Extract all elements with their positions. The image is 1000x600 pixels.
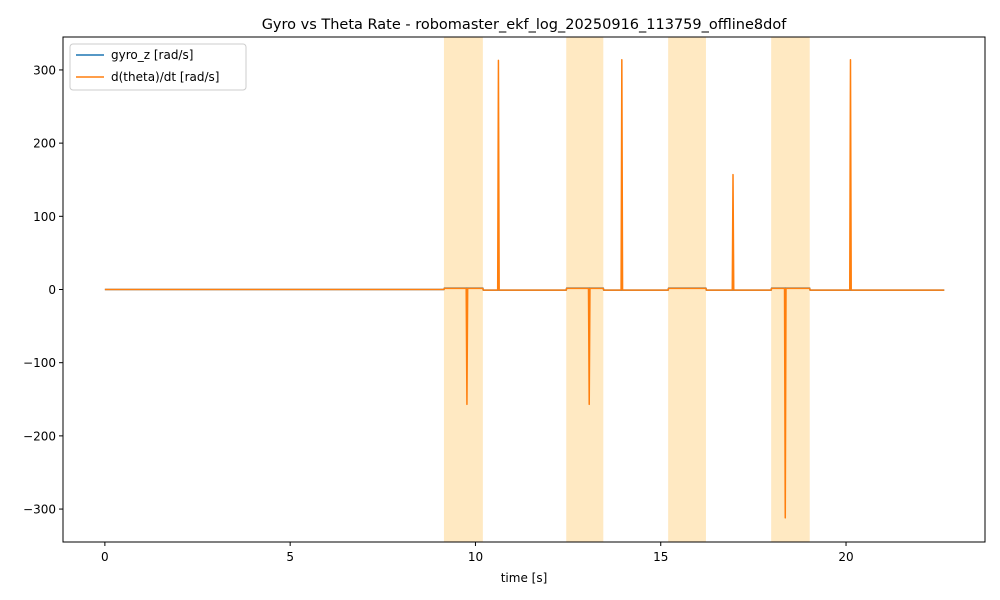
y-tick-label: 200 <box>33 137 56 151</box>
x-tick-label: 10 <box>468 550 483 564</box>
y-tick-label: 100 <box>33 210 56 224</box>
x-tick-label: 15 <box>653 550 668 564</box>
y-tick-label: 300 <box>33 63 56 77</box>
shaded-region-2 <box>566 37 604 542</box>
x-tick-label: 5 <box>286 550 294 564</box>
x-tick-label: 0 <box>101 550 109 564</box>
shaded-region-3 <box>668 37 706 542</box>
series-lines <box>104 58 945 519</box>
shaded-regions <box>443 37 810 542</box>
x-tick-label: 20 <box>838 550 853 564</box>
y-tick-label: −300 <box>23 503 56 517</box>
chart-title: Gyro vs Theta Rate - robomaster_ekf_log_… <box>262 17 788 33</box>
legend-label-gyro-z: gyro_z [rad/s] <box>111 48 193 62</box>
shaded-region-4 <box>771 37 810 542</box>
x-axis-label: time [s] <box>501 571 548 585</box>
shaded-region-1 <box>443 37 483 542</box>
x-axis: 0 5 10 15 20 <box>101 542 854 564</box>
y-tick-label: −200 <box>23 429 56 443</box>
legend: gyro_z [rad/s] d(theta)/dt [rad/s] <box>69 43 247 91</box>
series-line-2 <box>104 58 945 519</box>
legend-box <box>69 43 247 91</box>
legend-label-theta-rate: d(theta)/dt [rad/s] <box>111 70 219 84</box>
y-axis: −300 −200 −100 0 100 200 300 <box>23 63 63 517</box>
y-tick-label: −100 <box>23 356 56 370</box>
y-tick-label: 0 <box>48 283 56 297</box>
